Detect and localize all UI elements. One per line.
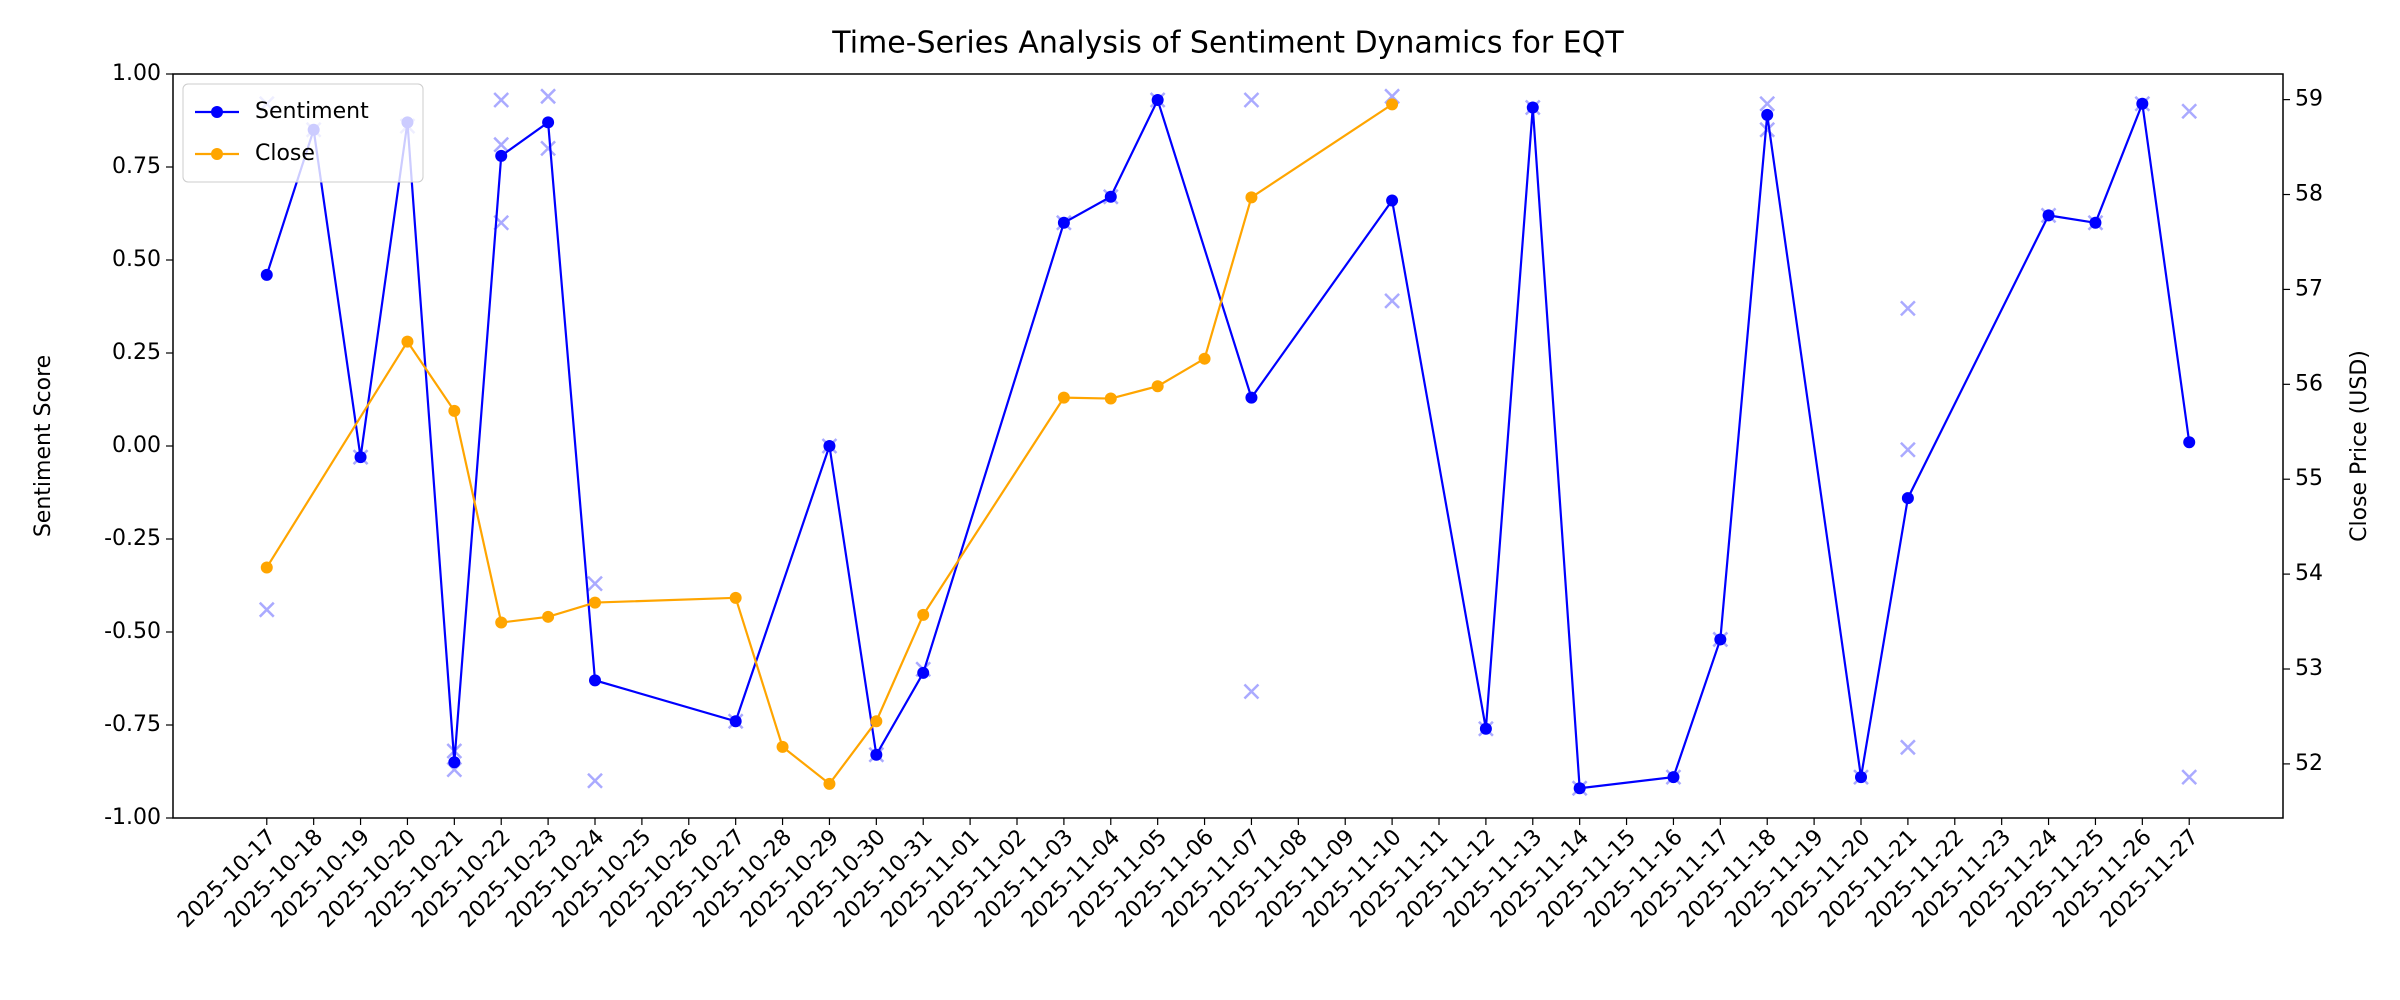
data-point [1198,352,1211,365]
data-point [1479,722,1492,735]
data-point [354,451,367,464]
scatter-marker [258,601,275,618]
y-tick-label: 0.50 [112,247,161,272]
data-point [1104,392,1117,405]
chart-title: Time-Series Analysis of Sentiment Dynami… [831,26,1624,61]
data-point [1386,98,1399,111]
y2-tick-label: 53 [2295,656,2323,681]
scatter-marker [540,140,556,157]
data-point [870,715,883,728]
plot-frame [172,73,2284,819]
y2-axis-label: Close Price (USD) [2347,350,2372,542]
y-tick-label: -0.75 [104,712,161,737]
scatter-marker [493,92,510,108]
y2-tick-label: 52 [2295,751,2323,776]
y-tick-label: 0.25 [112,340,161,365]
data-point [542,610,555,623]
data-point [776,740,789,753]
data-point [495,149,508,162]
y2-tick-label: 59 [2295,87,2323,112]
data-point [1151,94,1164,107]
data-point [1667,771,1680,784]
data-point [448,756,461,769]
y-tick-label: -0.25 [104,526,161,551]
scatter-marker [587,575,603,592]
y-tick-label: 1.00 [112,61,161,86]
data-point [1901,492,1914,505]
legend-label: Sentiment [255,99,369,124]
data-point [1761,108,1774,121]
data-point [1245,191,1258,204]
scatter-marker [493,136,510,153]
scatter-marker [1900,739,1916,756]
data-point [917,608,930,621]
scatter-marker [2181,103,2198,120]
scatter-marker [1900,441,1916,458]
data-point [823,440,836,452]
data-point [2089,216,2102,229]
data-point [917,666,930,679]
legend-marker [211,106,223,118]
y2-tick-label: 55 [2295,466,2323,491]
data-point [1151,380,1164,393]
legend-marker [211,148,223,160]
scatter-marker [1243,92,1260,108]
data-point [260,561,273,574]
data-point [729,715,742,728]
data-point [589,596,601,609]
scatter-marker [1900,300,1916,317]
data-point [2042,209,2055,222]
data-point [401,335,414,348]
scatter-marker [1243,683,1260,700]
data-point [1104,190,1117,203]
scatter-marker [1759,121,1776,138]
data-point [260,268,273,281]
data-point [1573,782,1586,795]
legend-box [182,83,424,183]
data-point [729,591,742,604]
y-tick-label: -0.50 [104,619,161,644]
data-point [2183,436,2196,449]
data-point [1245,391,1258,404]
data-point [1714,633,1727,646]
y-tick-label: 0.75 [112,154,161,179]
data-point [589,674,601,687]
data-point [448,404,461,417]
data-point [495,616,508,629]
y-tick-label: -1.00 [104,805,161,830]
data-point [1526,101,1539,114]
data-point [1386,194,1399,207]
scatter-marker [1384,293,1400,309]
y2-tick-label: 57 [2295,276,2323,301]
scatter-marker [1759,95,1776,112]
data-point [2136,97,2149,110]
data-point [1855,771,1867,784]
data-point [823,777,836,790]
y2-tick-label: 54 [2295,561,2323,586]
data-point [1057,391,1070,404]
scatter-marker [587,772,603,789]
data-point [1057,216,1070,229]
data-point [542,116,555,129]
scatter-marker [540,88,556,105]
legend-label: Close [255,141,315,166]
data-point [870,748,883,761]
y2-tick-label: 56 [2295,371,2323,396]
y-tick-label: 0.00 [112,433,161,458]
scatter-marker [2181,769,2198,785]
y-axis-label: Sentiment Score [31,355,56,537]
y2-tick-label: 58 [2295,182,2323,207]
